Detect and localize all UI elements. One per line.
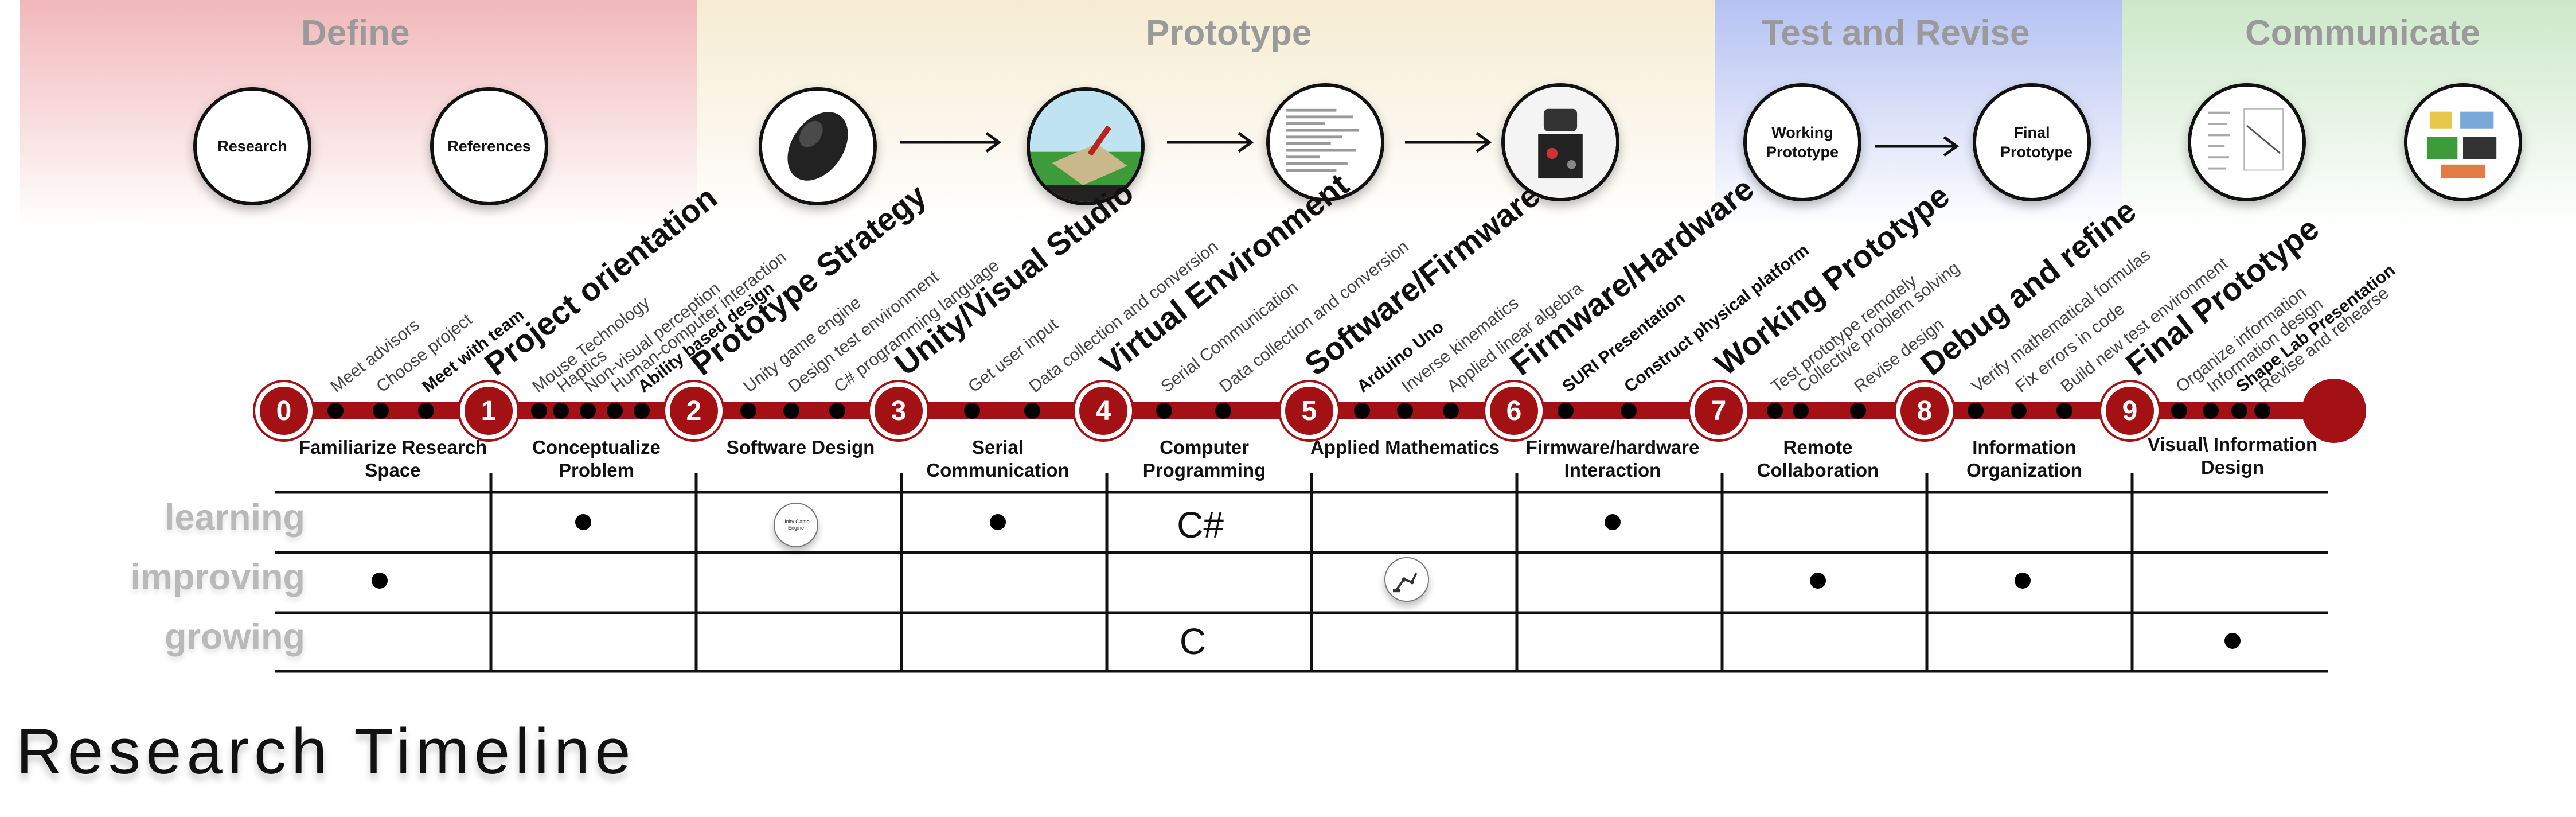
code-listing-image-circle xyxy=(1266,83,1384,201)
milestone-node: 0 xyxy=(255,382,313,439)
milestone-node: 9 xyxy=(2101,382,2159,439)
arrow-icon xyxy=(900,131,1004,154)
task-dot xyxy=(1968,403,1984,419)
task-dot xyxy=(1156,403,1172,419)
task-dot xyxy=(580,403,596,419)
unity-scene-image-circle xyxy=(1027,87,1145,205)
csharp-cell-text: C# xyxy=(1177,504,1224,546)
robot-hardware-image-circle xyxy=(1501,83,1619,201)
task-dot xyxy=(607,403,623,419)
task-dot xyxy=(740,403,756,419)
task-dot xyxy=(531,403,547,419)
task-dot xyxy=(327,403,344,419)
task-dot xyxy=(373,403,389,419)
milestone-node: 5 xyxy=(1281,382,1338,439)
task-dot xyxy=(553,403,569,419)
matrix-dot xyxy=(990,514,1006,530)
phase-title-communicate: Communicate xyxy=(2245,13,2480,53)
task-dot xyxy=(2171,403,2187,419)
task-dot xyxy=(783,403,799,419)
presentation-page-image-circle xyxy=(2188,83,2306,201)
task-dot xyxy=(1443,403,1459,419)
phase-title-define: Define xyxy=(301,13,410,53)
references-circle: References xyxy=(430,87,548,205)
task-dot xyxy=(964,403,980,419)
segment-label: Computer Programming xyxy=(1142,437,1266,481)
segment-label: Serial Communication xyxy=(926,437,1070,481)
milestone-node: 2 xyxy=(665,382,723,439)
mouse-image-circle xyxy=(759,87,877,205)
row-label-improving: improving xyxy=(130,557,305,597)
segment-label: Conceptualize Problem xyxy=(532,437,661,481)
task-dot xyxy=(1024,403,1040,419)
segment-label: Remote Collaboration xyxy=(1757,437,1879,481)
research-label: Research xyxy=(217,138,287,155)
matrix-dot xyxy=(2224,633,2241,649)
task-dot xyxy=(418,403,434,419)
working-prototype-label: Working Prototype xyxy=(1766,124,1839,161)
milestone-node: 4 xyxy=(1075,382,1132,439)
code-listing-image xyxy=(1270,87,1381,198)
matrix-dot xyxy=(1810,573,1826,589)
arrow-icon xyxy=(1405,131,1494,154)
task-dot xyxy=(2203,403,2219,419)
task-dot xyxy=(1397,403,1413,419)
task-dot xyxy=(829,403,845,419)
phase-title-test-and-revise: Test and Revise xyxy=(1762,13,2030,53)
segment-label: Applied Mathematics xyxy=(1310,437,1500,458)
matrix-dot xyxy=(575,514,591,530)
phase-title-prototype: Prototype xyxy=(1146,13,1312,53)
mouse-image xyxy=(762,91,873,202)
task-dot xyxy=(2011,403,2027,419)
milestone-node: 8 xyxy=(1896,382,1953,439)
milestone-node: 7 xyxy=(1690,382,1747,439)
final-prototype-label: Final Prototype xyxy=(2000,124,2073,161)
task-dot xyxy=(1850,403,1866,419)
research-circle: Research xyxy=(193,87,311,205)
robot-arm-image-circle xyxy=(1384,557,1429,602)
unity-game-engine-badge-label: Unity Game Engine xyxy=(782,519,810,531)
task-dot xyxy=(1793,403,1809,419)
arrow-icon xyxy=(1875,135,1961,158)
page-title: Research Timeline xyxy=(16,715,636,787)
segment-label: Familiarize Research Space xyxy=(298,437,487,481)
robot-arm-image xyxy=(1385,558,1428,601)
presentation-page-image xyxy=(2191,87,2302,198)
task-dot xyxy=(1215,403,1231,419)
milestone-node: 3 xyxy=(870,382,927,439)
robot-hardware-image xyxy=(1505,87,1616,198)
matrix-dot xyxy=(2015,573,2031,589)
task-dot xyxy=(1558,403,1574,419)
milestone-node: 6 xyxy=(1485,382,1543,439)
final-prototype-circle: Final Prototype xyxy=(1973,83,2091,201)
task-dot xyxy=(1354,403,1370,419)
matrix-dot xyxy=(1605,514,1621,530)
task-dot xyxy=(634,403,650,419)
segment-label: Information Organization xyxy=(1966,437,2082,481)
unity-game-engine-badge: Unity Game Engine xyxy=(774,503,818,547)
segment-label: Visual\ Information Design xyxy=(2147,434,2318,478)
row-label-growing: growing xyxy=(165,617,305,657)
task-dot xyxy=(1767,403,1783,419)
references-label: References xyxy=(447,138,531,155)
infographic-image xyxy=(2407,87,2519,198)
arrow-icon xyxy=(1167,131,1256,154)
milestone-node: 1 xyxy=(460,382,517,439)
infographic-image-circle xyxy=(2404,83,2522,201)
segment-label: Firmware/hardware Interaction xyxy=(1525,437,1700,481)
timeline-end-node xyxy=(2302,379,2366,443)
task-dot xyxy=(2231,403,2247,419)
matrix-dot xyxy=(372,573,388,589)
task-dot xyxy=(2056,403,2072,419)
row-label-learning: learning xyxy=(164,497,305,538)
task-dot xyxy=(1621,403,1637,419)
working-prototype-circle: Working Prototype xyxy=(1743,83,1861,201)
c-cell-text: C xyxy=(1179,621,1207,662)
segment-label: Software Design xyxy=(726,437,875,458)
task-dot xyxy=(2254,403,2270,419)
phase-background-define xyxy=(20,0,697,227)
